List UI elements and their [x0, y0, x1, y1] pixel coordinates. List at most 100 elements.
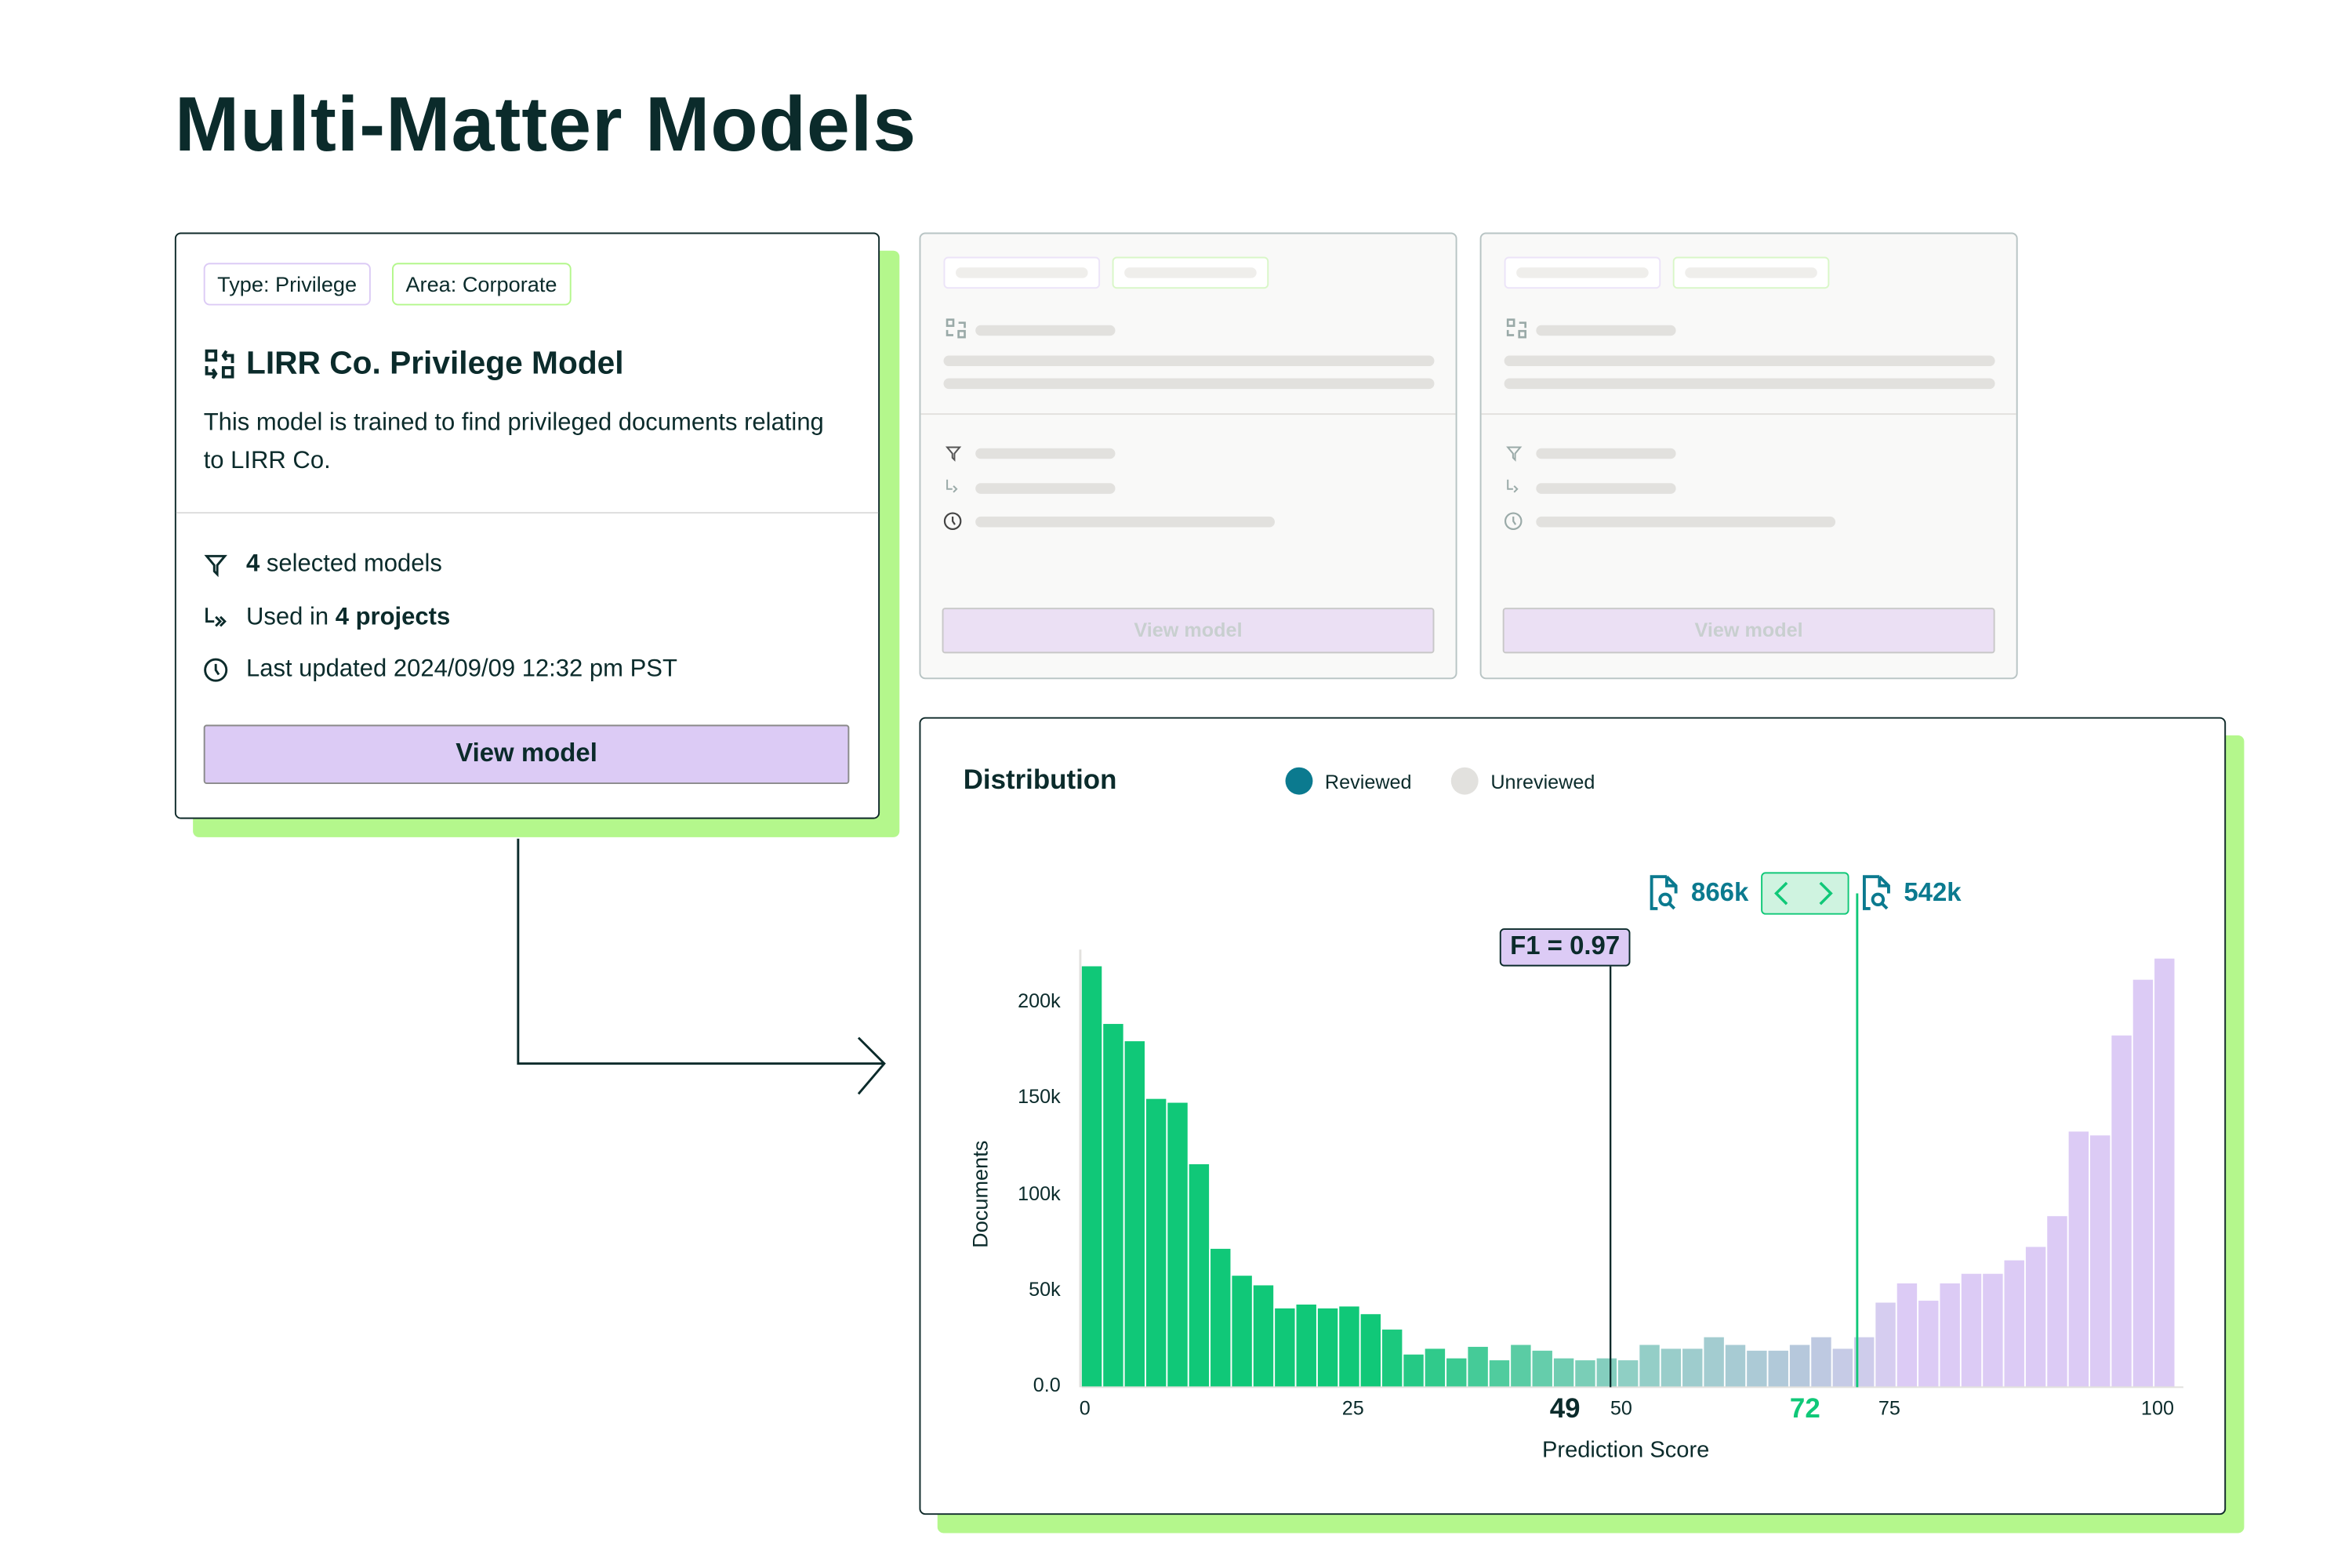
model-swap-icon [1506, 318, 1526, 339]
legend: Reviewed Unreviewed [1285, 767, 1595, 795]
histogram-bar [1081, 966, 1102, 1388]
placeholder-card: View model [919, 232, 1457, 680]
legend-dot-unreviewed [1450, 767, 1479, 795]
histogram-bar [1489, 1360, 1510, 1388]
distribution-title: Distribution [963, 764, 1117, 795]
histogram-bar [1381, 1329, 1403, 1388]
histogram-bar [1339, 1306, 1359, 1388]
histogram-bar [1275, 1308, 1295, 1388]
histogram-bar [1468, 1346, 1488, 1388]
x-axis-label: Prediction Score [1542, 1437, 1710, 1464]
redirect-arrows-icon [1507, 479, 1519, 493]
histogram-bar [1617, 1360, 1639, 1388]
histogram-bar [1232, 1276, 1252, 1388]
histogram-bar [1167, 1102, 1188, 1388]
x-tick-label: 25 [1341, 1396, 1364, 1420]
page-title: Multi-Matter Models [174, 80, 917, 168]
histogram-bar [1296, 1304, 1316, 1388]
histogram-bar [1511, 1345, 1531, 1388]
f1-badge: F1 = 0.97 [1499, 928, 1631, 967]
histogram-bar [1832, 1348, 1853, 1388]
used-value: 4 projects [335, 604, 451, 631]
document-search-icon[interactable] [1861, 875, 1892, 912]
legend-label-unreviewed: Unreviewed [1490, 769, 1595, 793]
histogram-bar [1425, 1348, 1446, 1388]
filter-icon [204, 554, 227, 578]
below-threshold-count: 866k [1690, 878, 1749, 907]
histogram-bar [1983, 1273, 2003, 1388]
chevron-right-icon[interactable] [1814, 881, 1835, 906]
legend-label-reviewed: Reviewed [1324, 769, 1412, 793]
document-search-icon[interactable] [1649, 875, 1679, 912]
histogram-bar [1553, 1358, 1574, 1388]
histogram-bar [1317, 1308, 1338, 1388]
model-description: This model is trained to find privileged… [203, 410, 824, 474]
model-swap-icon [205, 349, 234, 379]
updated-row: Last updated 2024/09/09 12:32 pm PST [204, 656, 677, 684]
x-tick-label: 100 [2140, 1396, 2174, 1420]
histogram-bar [1639, 1345, 1660, 1388]
x-tick-label: 0 [1079, 1396, 1091, 1420]
histogram-bar [1768, 1350, 1788, 1388]
filter-icon [945, 446, 962, 462]
y-tick-label: 50k [1029, 1277, 1061, 1301]
histogram-bar [1704, 1337, 1724, 1388]
histogram-bar [1725, 1345, 1746, 1388]
histogram-bar [1532, 1350, 1552, 1388]
x-tick-label: 50 [1610, 1396, 1632, 1420]
view-model-button[interactable]: View model [1502, 608, 1995, 654]
histogram-bar [1446, 1358, 1467, 1388]
histogram-bar [1145, 1098, 1167, 1388]
used-in-row: Used in 4 projects [204, 604, 451, 632]
above-threshold-count: 542k [1904, 878, 1962, 907]
histogram-bar [2089, 1135, 2111, 1388]
redirect-arrows-icon [946, 479, 958, 493]
view-model-button[interactable]: View model [203, 724, 850, 785]
histogram-bar [1961, 1273, 1982, 1388]
histogram-bar [1253, 1285, 1274, 1388]
histogram-bar [1596, 1358, 1617, 1388]
histogram-bar [2047, 1216, 2067, 1388]
clock-icon [943, 512, 962, 530]
histogram-bar [2068, 1131, 2089, 1388]
histogram-bar [1189, 1164, 1210, 1388]
histogram-bar [1124, 1041, 1145, 1388]
histogram-bar [1575, 1360, 1595, 1388]
model-card: Type: Privilege Area: Corporate LIRR Co.… [174, 232, 880, 819]
y-tick-label: 0.0 [1033, 1373, 1061, 1397]
x-tick-label: 75 [1878, 1396, 1900, 1420]
y-tick-label: 100k [1018, 1181, 1061, 1204]
histogram-bar [2154, 958, 2175, 1388]
histogram-bar [1747, 1350, 1767, 1388]
selected-label: selected models [266, 551, 442, 578]
selected-models-row: 4 selected models [204, 551, 442, 579]
clock-icon [204, 658, 228, 682]
histogram-bar [1682, 1348, 1703, 1388]
updated-label: Last updated 2024/09/09 12:32 pm PST [245, 656, 677, 683]
histogram-bar [1103, 1024, 1123, 1388]
histogram-bar [1789, 1345, 1810, 1388]
model-title: LIRR Co. Privilege Model [245, 346, 624, 382]
type-tag: Type: Privilege [203, 263, 371, 306]
histogram-bar [2004, 1260, 2024, 1388]
f1-threshold-label: 49 [1549, 1393, 1581, 1424]
histogram-bar [1360, 1314, 1381, 1388]
legend-dot-reviewed [1285, 767, 1313, 795]
view-model-button[interactable]: View model [942, 608, 1435, 654]
histogram-bar [1210, 1248, 1231, 1388]
filter-icon [1506, 446, 1523, 462]
redirect-arrows-icon [205, 608, 227, 627]
histogram-bar [1875, 1302, 1896, 1388]
cutoff-threshold-label[interactable]: 72 [1789, 1393, 1820, 1424]
histogram-bar [1403, 1354, 1424, 1388]
histogram-bar [1896, 1283, 1918, 1388]
model-swap-icon [946, 318, 966, 339]
chevron-left-icon[interactable] [1772, 881, 1793, 906]
divider [176, 512, 879, 514]
histogram-bar [1811, 1337, 1831, 1388]
selected-count: 4 [245, 551, 260, 578]
histogram-bar [2132, 979, 2154, 1388]
histogram-bar [1940, 1283, 1960, 1388]
